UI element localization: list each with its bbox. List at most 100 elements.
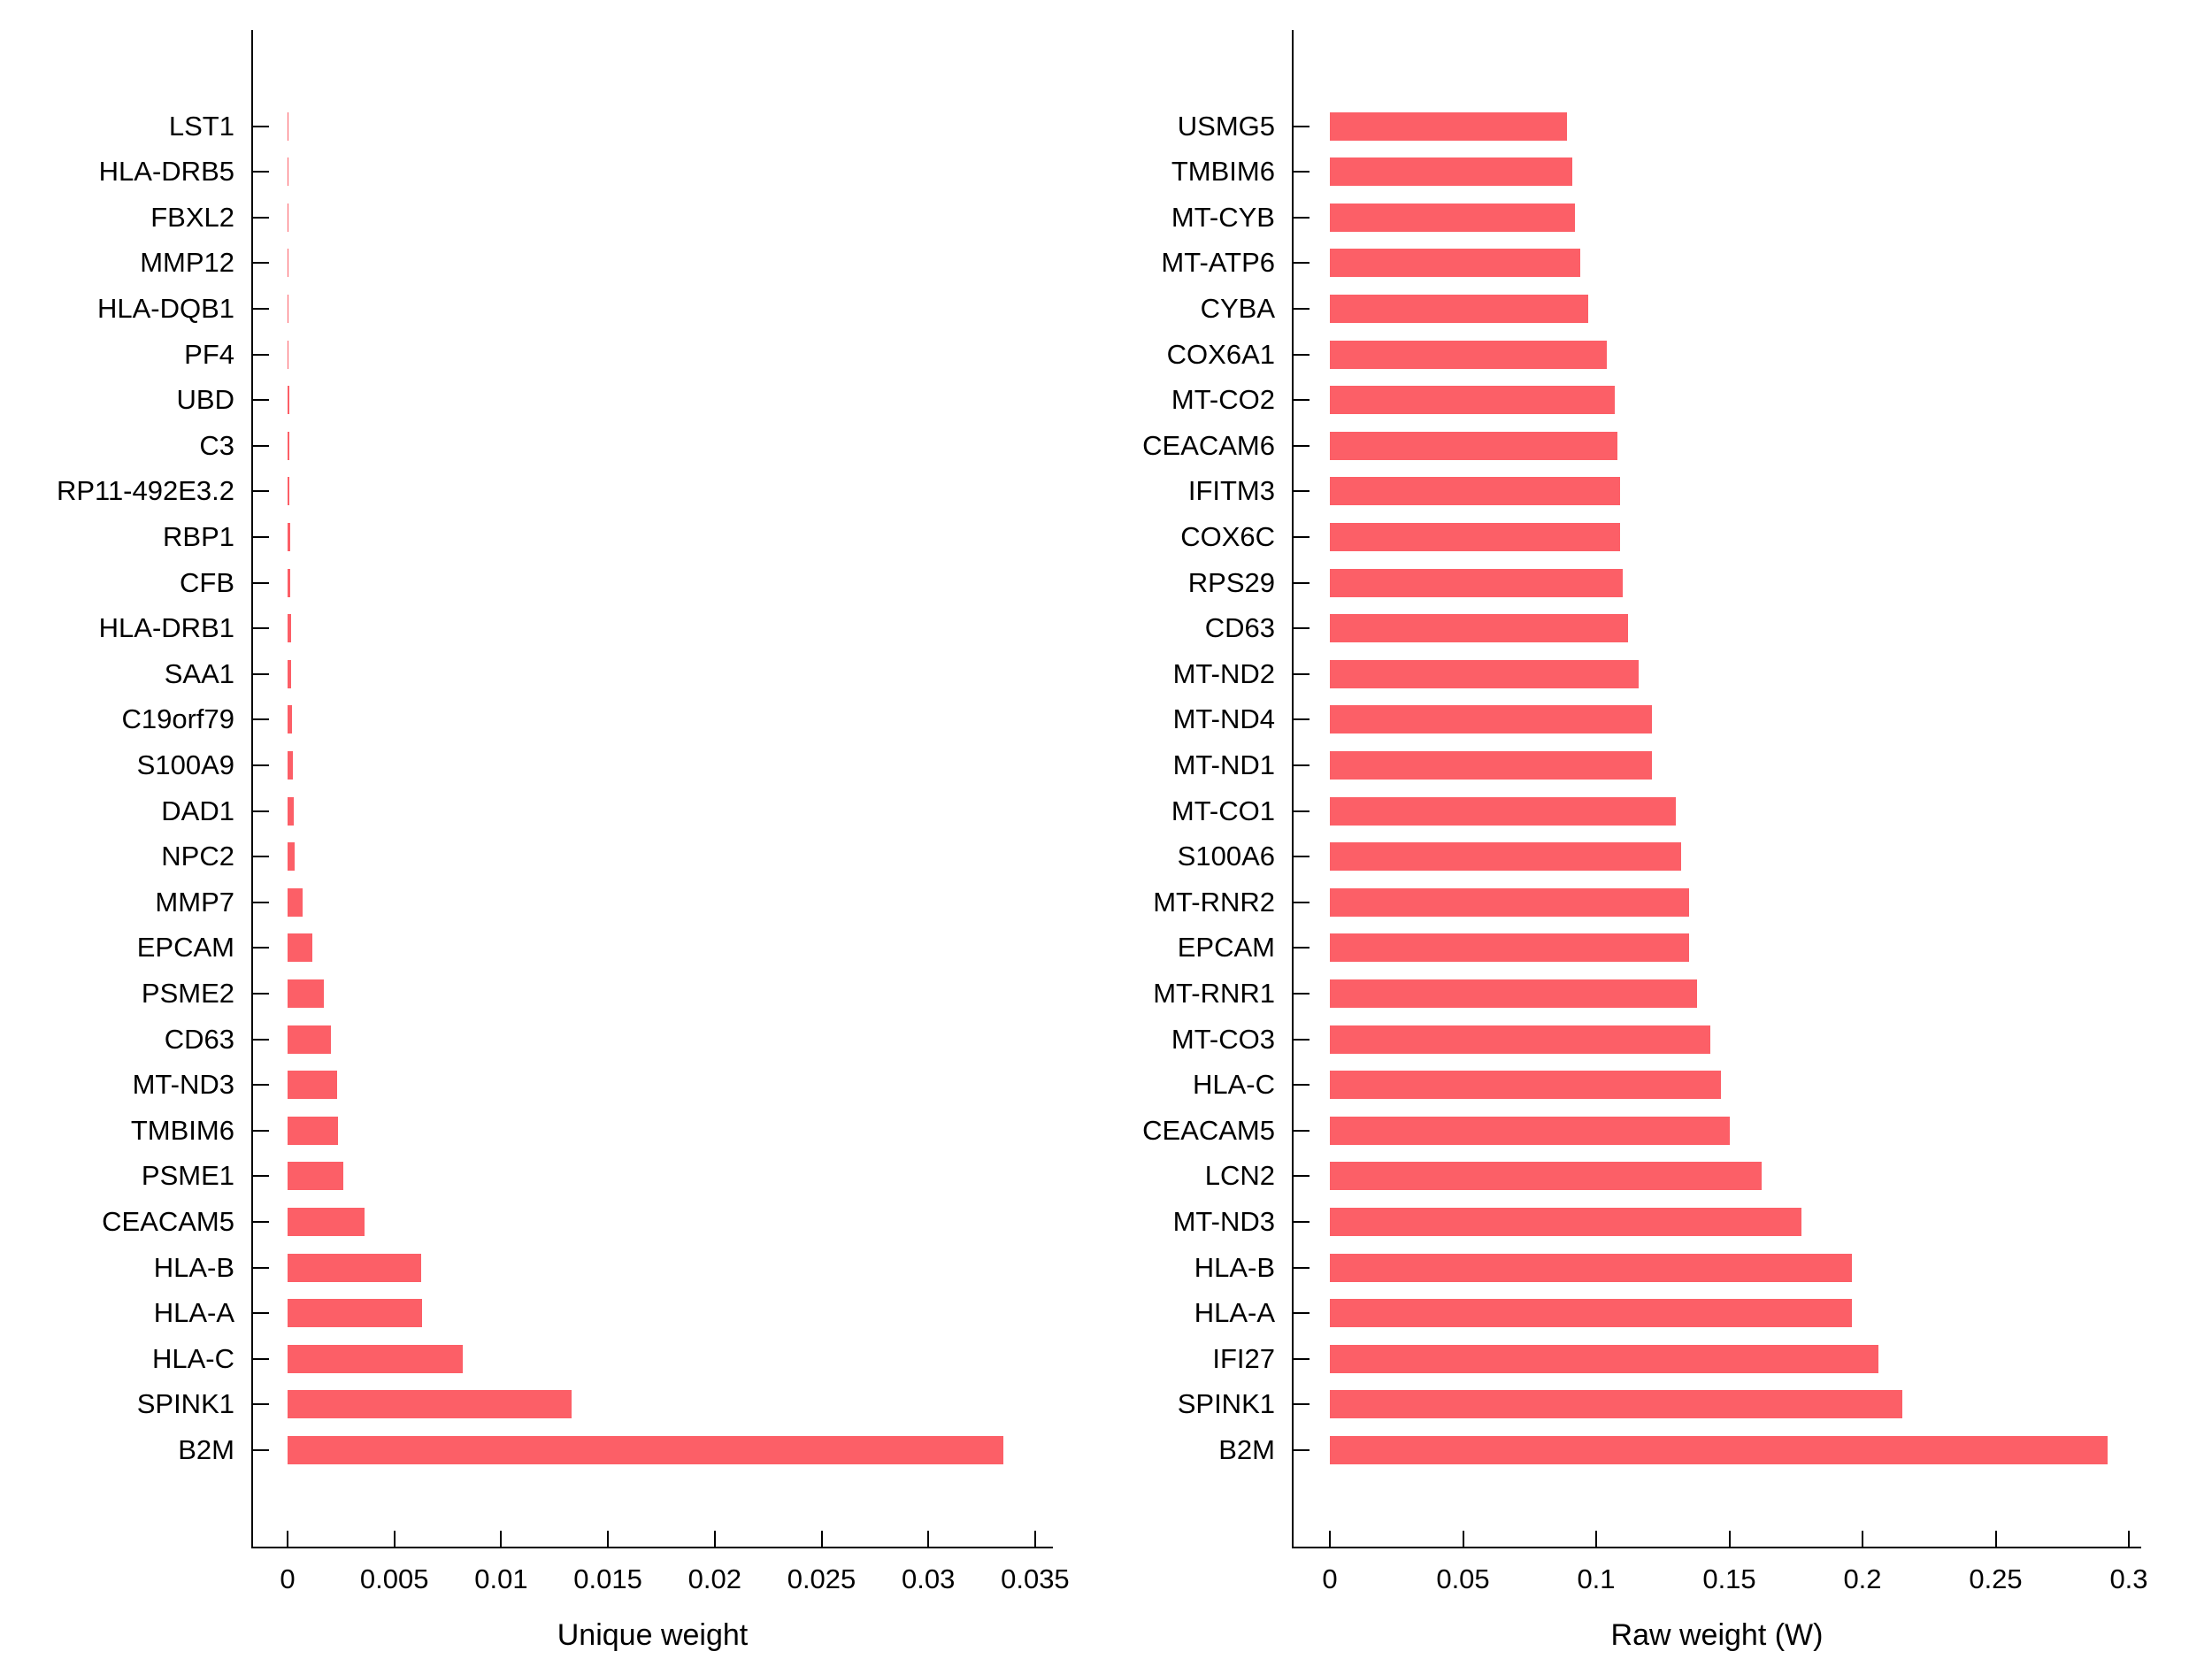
y-tick: [253, 672, 269, 675]
category-label: TMBIM6: [1171, 156, 1275, 188]
y-axis-spine: [1292, 30, 1294, 1548]
bar-MT-ATP6: [1330, 249, 1580, 278]
y-tick: [1294, 1312, 1310, 1315]
x-tick-label: 0.05: [1436, 1563, 1490, 1594]
y-tick: [253, 764, 269, 766]
x-tick: [927, 1531, 930, 1547]
bar-CEACAM5: [288, 1207, 365, 1236]
y-tick: [1294, 171, 1310, 173]
y-tick: [1294, 901, 1310, 903]
category-label: HLA-C: [151, 1342, 234, 1374]
y-tick: [253, 307, 269, 310]
bar-HLA-B: [288, 1253, 422, 1282]
category-label: HLA-B: [1194, 1251, 1275, 1283]
category-label: MMP7: [155, 886, 234, 918]
x-tick-label: 0.25: [1969, 1563, 2023, 1594]
bar-NPC2: [288, 842, 296, 872]
bar-SPINK1: [1330, 1390, 1903, 1419]
category-label: CEACAM6: [1142, 429, 1275, 461]
category-label: EPCAM: [136, 932, 234, 964]
x-tick-label: 0.2: [1843, 1563, 1882, 1594]
bar-C3: [288, 431, 289, 460]
category-label: MT-CO2: [1171, 384, 1275, 416]
x-tick-label: 0: [280, 1563, 296, 1594]
y-tick: [253, 810, 269, 812]
y-tick: [1294, 810, 1310, 812]
bar-CEACAM5: [1330, 1116, 1730, 1145]
category-label: HLA-DRB1: [98, 612, 234, 644]
y-tick: [1294, 947, 1310, 949]
y-tick: [1294, 1357, 1310, 1360]
category-label: FBXL2: [150, 201, 234, 233]
y-tick: [1294, 216, 1310, 219]
y-tick: [1294, 444, 1310, 447]
bar-MT-RNR1: [1330, 979, 1698, 1008]
y-tick: [1294, 856, 1310, 858]
bar-EPCAM: [1330, 933, 1690, 963]
y-tick: [1294, 1403, 1310, 1406]
x-tick: [820, 1531, 823, 1547]
x-tick: [1862, 1531, 1863, 1547]
bar-RP11-492E3.2: [288, 477, 290, 506]
y-tick: [253, 1448, 269, 1451]
x-tick: [1994, 1531, 1997, 1547]
y-tick: [1294, 581, 1310, 584]
category-label: EPCAM: [1177, 932, 1275, 964]
x-axis-spine: [251, 1547, 1053, 1548]
bar-IFI27: [1330, 1344, 1879, 1373]
category-label: C19orf79: [121, 703, 234, 735]
category-label: IFI27: [1212, 1342, 1275, 1374]
category-label: CD63: [1204, 612, 1275, 644]
x-tick: [607, 1531, 610, 1547]
category-label: USMG5: [1177, 110, 1275, 142]
x-tick: [2128, 1531, 2130, 1547]
category-label: MT-ND1: [1172, 749, 1275, 780]
x-tick: [1595, 1531, 1597, 1547]
x-tick: [1728, 1531, 1731, 1547]
category-label: COX6A1: [1166, 338, 1275, 370]
bar-PSME2: [288, 979, 324, 1008]
category-label: B2M: [178, 1433, 234, 1465]
y-tick: [1294, 1448, 1310, 1451]
bar-COX6A1: [1330, 340, 1608, 369]
category-label: MT-ND2: [1172, 657, 1275, 689]
bar-CD63: [288, 1025, 332, 1054]
bar-S100A6: [1330, 842, 1682, 872]
y-tick: [1294, 1038, 1310, 1041]
category-label: HLA-B: [153, 1251, 234, 1283]
bar-HLA-A: [1330, 1299, 1852, 1328]
category-label: SAA1: [164, 657, 234, 689]
category-label: LCN2: [1204, 1160, 1275, 1192]
y-tick: [253, 1312, 269, 1315]
x-tick: [287, 1531, 288, 1547]
bar-HLA-C: [288, 1344, 463, 1373]
bar-MT-CO3: [1330, 1025, 1711, 1054]
category-label: B2M: [1218, 1433, 1275, 1465]
bar-B2M: [288, 1435, 1003, 1464]
y-tick: [253, 216, 269, 219]
category-label: SPINK1: [136, 1388, 234, 1420]
y-tick: [1294, 672, 1310, 675]
bar-MT-ND1: [1330, 750, 1653, 780]
x-tick-label: 0.015: [573, 1563, 642, 1594]
category-label: RPS29: [1187, 566, 1275, 598]
y-tick: [1294, 353, 1310, 356]
x-tick: [1462, 1531, 1464, 1547]
x-tick: [393, 1531, 396, 1547]
y-tick: [253, 1038, 269, 1041]
y-tick: [1294, 1220, 1310, 1223]
x-tick-label: 0.15: [1702, 1563, 1756, 1594]
x-tick: [713, 1531, 716, 1547]
bar-RPS29: [1330, 568, 1624, 597]
y-tick: [253, 947, 269, 949]
category-label: CD63: [164, 1023, 234, 1055]
bar-MT-RNR2: [1330, 887, 1690, 917]
category-label: NPC2: [161, 841, 234, 872]
x-tick-label: 0.02: [687, 1563, 741, 1594]
category-label: PSME2: [141, 977, 234, 1009]
x-tick-label: 0.1: [1577, 1563, 1616, 1594]
y-axis-spine: [251, 30, 253, 1548]
category-label: C3: [199, 429, 234, 461]
category-label: HLA-DRB5: [98, 156, 234, 188]
